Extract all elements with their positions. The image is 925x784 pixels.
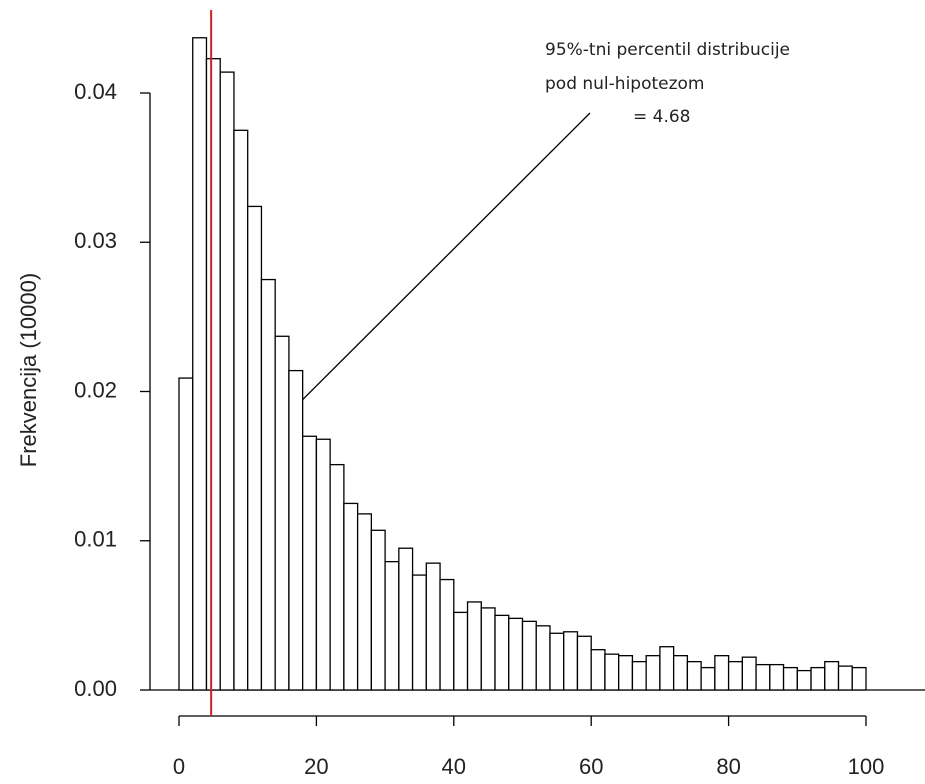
bar [700, 666, 716, 691]
annotation: = 4.68 [633, 107, 691, 127]
bar [645, 655, 661, 691]
bar [837, 665, 853, 691]
bar [343, 502, 359, 691]
y-tick-label: 0.00 [74, 676, 117, 701]
y-axis-label: Frekvencija (10000) [16, 273, 41, 467]
bar [576, 635, 592, 691]
bar [384, 560, 400, 691]
bar [247, 205, 263, 691]
x-tick-label: 80 [716, 754, 740, 779]
bar [810, 666, 826, 691]
bar [590, 649, 606, 691]
bar [672, 655, 689, 691]
x-tick-label: 20 [304, 754, 328, 779]
bar [796, 669, 812, 691]
annotation: pod nul-hipotezom [545, 74, 705, 94]
bar [714, 655, 730, 691]
y-tick-label: 0.01 [74, 527, 117, 552]
bar [302, 435, 318, 691]
bar [741, 656, 757, 691]
bar [466, 601, 482, 691]
y-tick-label: 0.03 [74, 228, 117, 253]
bar [769, 663, 785, 691]
bar [521, 620, 537, 691]
bar [233, 129, 249, 691]
y-tick-label: 0.04 [74, 79, 117, 104]
x-tick-label: 100 [848, 754, 885, 779]
bar [535, 625, 551, 691]
bar [219, 71, 235, 691]
bar [425, 562, 441, 691]
bar [274, 335, 290, 691]
bar [631, 660, 647, 691]
bar [851, 666, 867, 691]
bar [686, 660, 702, 691]
bar [549, 632, 565, 691]
bar [659, 646, 675, 691]
bar [260, 278, 276, 691]
bar [192, 37, 208, 691]
bar [824, 660, 840, 691]
annotation: 95%-tni percentil distribucije [545, 40, 790, 60]
bar [494, 614, 510, 691]
bar [755, 663, 771, 691]
bar [370, 529, 386, 691]
bar [604, 653, 620, 691]
bar [618, 655, 634, 691]
x-tick-label: 40 [442, 754, 466, 779]
bar [288, 369, 304, 691]
x-tick-label: 0 [173, 754, 185, 779]
x-tick-label: 60 [579, 754, 603, 779]
bar [315, 438, 331, 691]
bar [782, 666, 798, 691]
bar [205, 58, 221, 691]
bar [329, 463, 345, 691]
bar [563, 631, 579, 691]
bar [508, 617, 524, 691]
bar [178, 377, 194, 691]
bar [439, 578, 455, 691]
bar [356, 513, 373, 691]
y-tick-label: 0.02 [74, 377, 117, 402]
bar [398, 547, 414, 691]
bar [480, 607, 496, 691]
bar [453, 611, 469, 691]
bar [411, 574, 427, 691]
bar [727, 660, 743, 691]
